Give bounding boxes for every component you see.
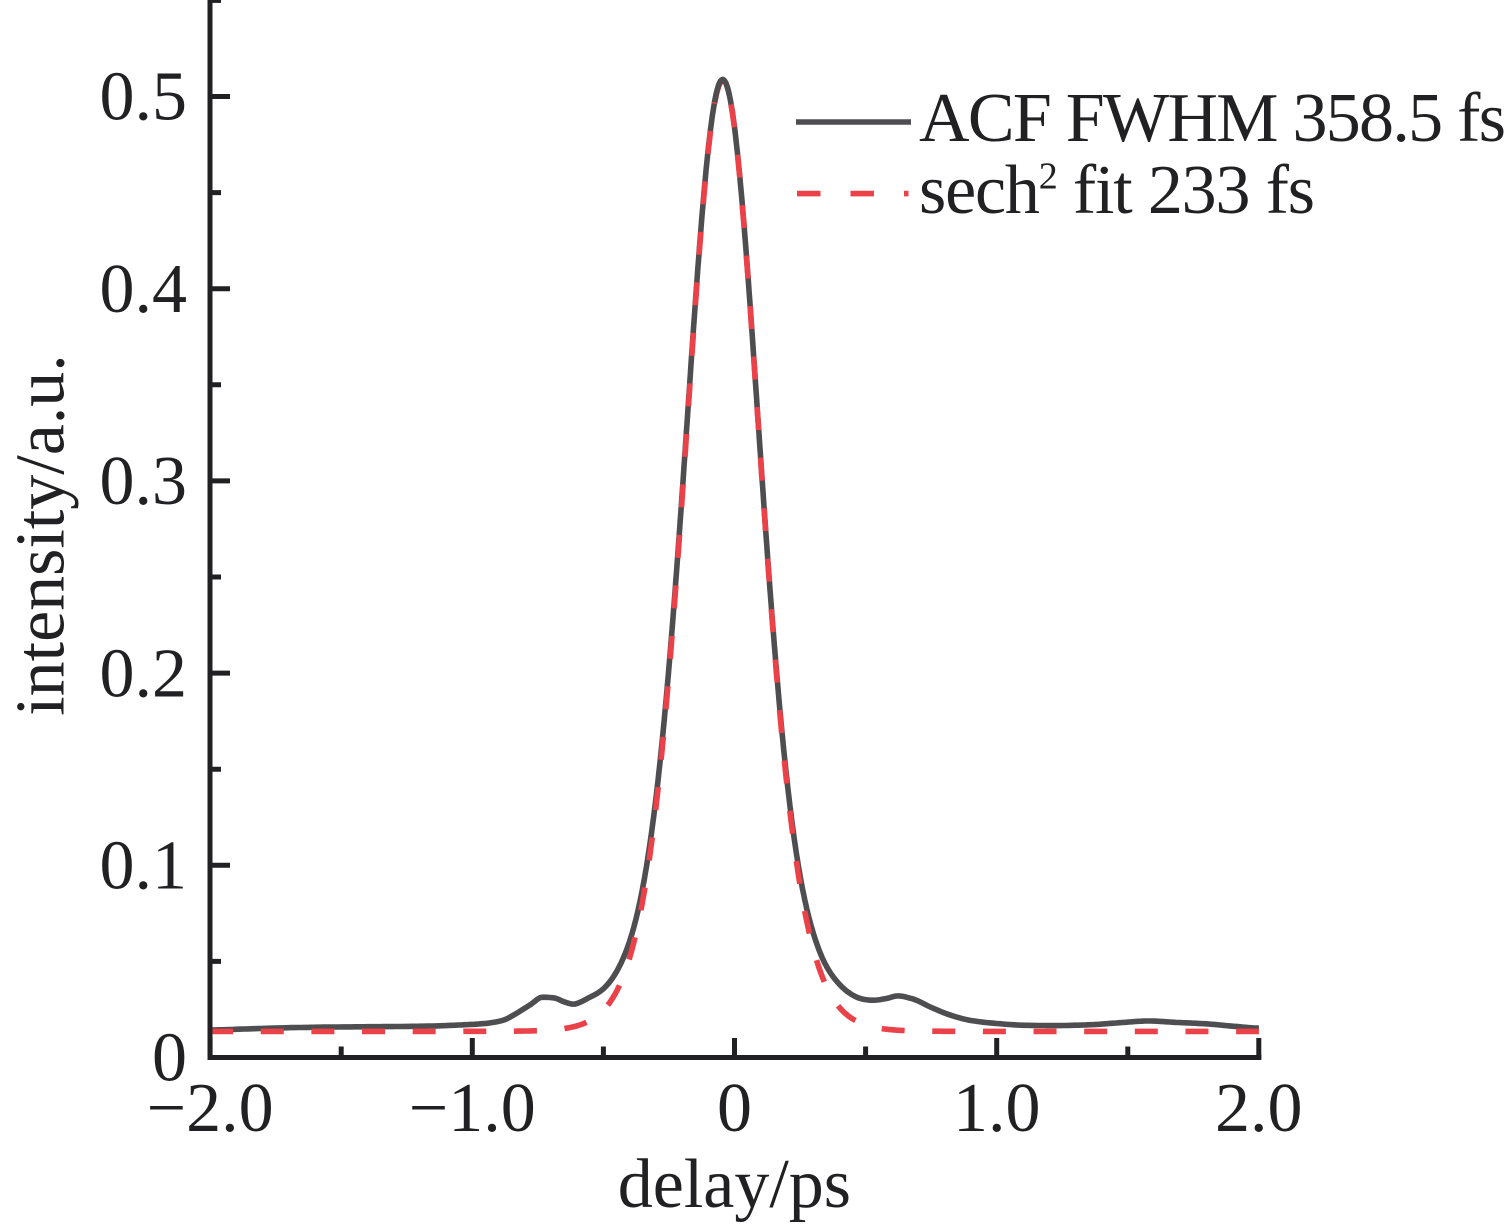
svg-text:delay/ps: delay/ps xyxy=(618,1146,851,1223)
svg-text:1.0: 1.0 xyxy=(953,1070,1041,1147)
svg-text:−1.0: −1.0 xyxy=(409,1070,536,1147)
svg-text:2.0: 2.0 xyxy=(1215,1070,1303,1147)
svg-text:0.3: 0.3 xyxy=(100,443,188,520)
svg-text:intensity/a.u.: intensity/a.u. xyxy=(3,354,80,716)
svg-text:0.4: 0.4 xyxy=(100,251,188,328)
svg-text:0.5: 0.5 xyxy=(100,59,188,136)
svg-text:sech2 fit 233 fs: sech2 fit 233 fs xyxy=(919,152,1315,229)
svg-text:0.2: 0.2 xyxy=(100,635,188,712)
svg-text:0.1: 0.1 xyxy=(100,828,188,905)
svg-text:0: 0 xyxy=(152,1020,187,1097)
svg-text:−2.0: −2.0 xyxy=(147,1070,274,1147)
svg-text:0: 0 xyxy=(717,1070,752,1147)
svg-text:ACF FWHM 358.5 fs: ACF FWHM 358.5 fs xyxy=(919,80,1506,157)
